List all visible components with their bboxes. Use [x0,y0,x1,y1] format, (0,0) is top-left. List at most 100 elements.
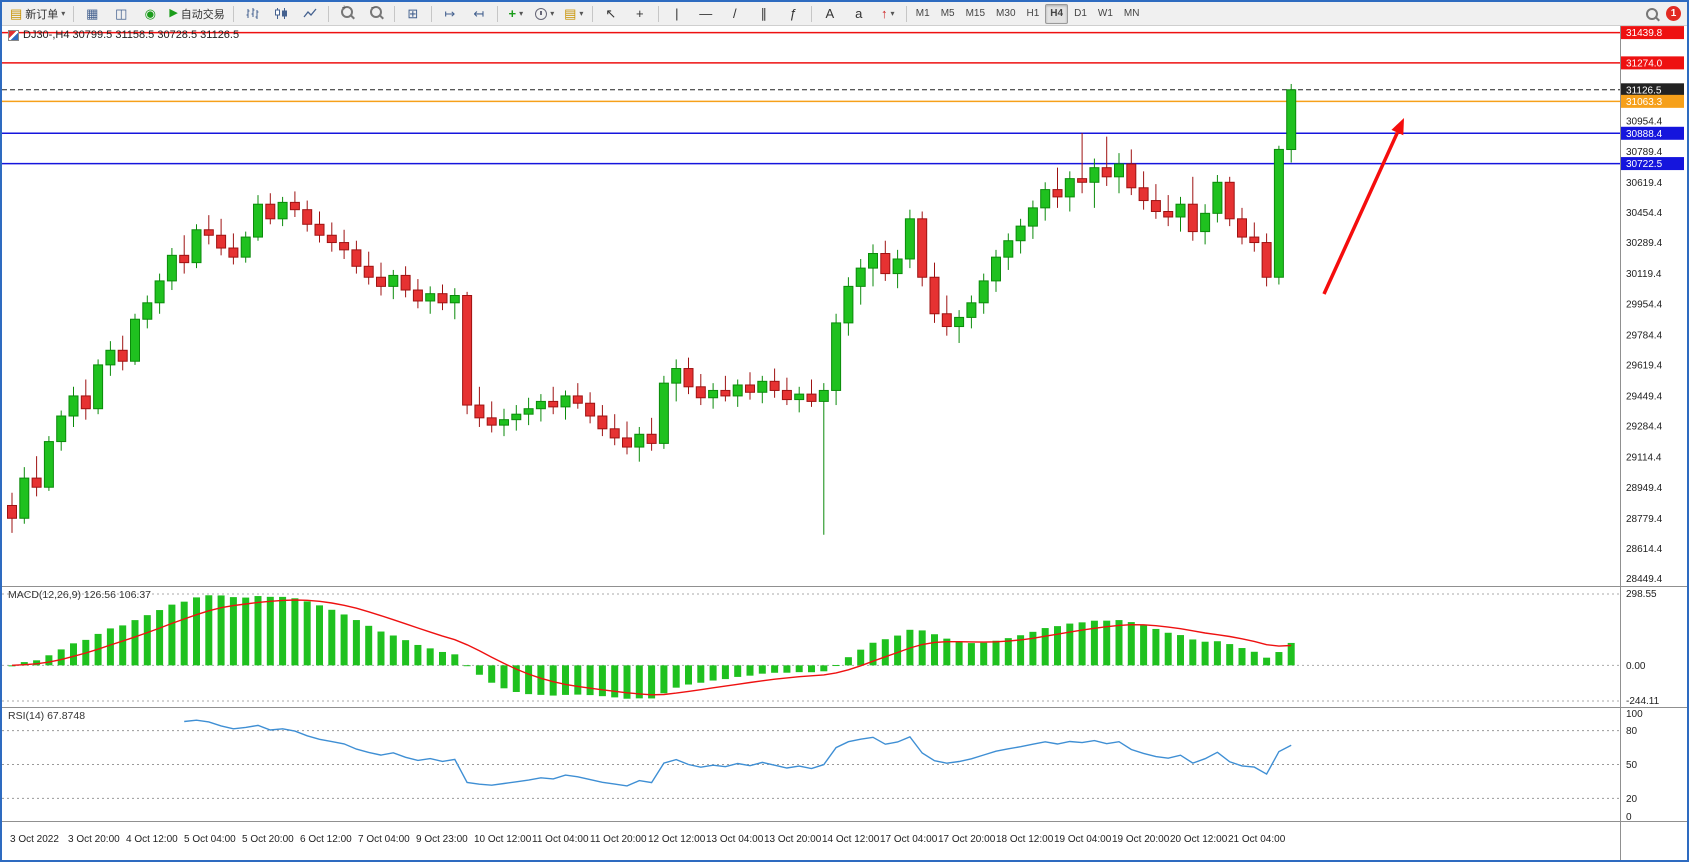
macd-bar [451,654,459,666]
autotrade-play-icon: ▶ [169,7,178,19]
timeframe-button-w1[interactable]: W1 [1097,8,1113,19]
timeframe-button-h4[interactable]: H4 [1045,3,1069,24]
macd-bar [205,595,213,666]
macd-bar [943,638,951,666]
macd-bar [426,648,434,666]
candle [425,293,436,302]
rsi-axis-label: 100 [1626,709,1643,720]
chart-shift-button[interactable]: ↤ [465,3,493,25]
candle [585,402,596,417]
new-order-button[interactable]: ▤ 新订单 ▾ [6,3,69,25]
candlestick-type-button[interactable] [267,3,295,25]
bar-chart-type-button[interactable] [238,3,266,25]
profiles-button[interactable]: ◫ [107,3,135,25]
zoom-in-icon: + [340,3,353,21]
macd-bar [1115,620,1123,666]
candle [130,318,140,362]
macd-bar [918,630,926,666]
macd-bar [475,665,483,675]
zoom-in-button[interactable]: + [333,3,361,25]
trendline-tool-button[interactable]: / [721,3,749,25]
timeframe-button-m1[interactable]: M1 [915,8,930,19]
toolbar-separator [657,5,659,22]
horizontal-line-tool-button[interactable]: — [692,3,720,25]
macd-bar [439,651,446,666]
timeframe-button-m5[interactable]: M5 [940,8,955,19]
toolbar-separator [496,5,498,22]
arrows-tool-button[interactable]: ↑ ▾ [874,3,902,25]
auto-scroll-button[interactable]: ↦ [436,3,464,25]
timeframe-button-h1[interactable]: H1 [1026,8,1040,19]
toolbar-separator [905,5,907,22]
new-chart-button[interactable]: ▦ [78,3,106,25]
macd-bar [193,597,200,666]
text-tool-button[interactable]: A [816,3,844,25]
macd-bar [648,665,656,699]
time-label: 13 Oct 20:00 [764,834,822,845]
timeframe-bar: M1 M5 M15 M30 H1 H4 D1 W1 MN [911,3,1145,24]
candle [622,437,632,448]
fibonacci-tool-button[interactable]: ƒ [779,3,807,25]
channel-tool-button[interactable]: ∥ [750,3,778,25]
templates-button[interactable]: ▤ ▾ [560,3,588,25]
chart-canvas[interactable]: 30954.4 30789.4 30619.4 30454.4 30289.4 30119… [2,26,1687,860]
price-tick: 29784.4 [1626,330,1663,341]
community-button[interactable]: ◉ [136,3,164,25]
macd-bar [106,628,114,666]
time-label: 5 Oct 20:00 [242,834,294,845]
candle [117,349,128,362]
macd-bar [635,665,643,699]
macd-bar [1287,642,1295,666]
crosshair-tool-button[interactable]: + [626,3,654,25]
chevron-down-icon: ▾ [61,8,66,18]
candle [1249,236,1260,244]
timeframe-button-mn[interactable]: MN [1123,8,1140,19]
candle [966,302,977,318]
candle [339,242,350,251]
candle [1064,178,1075,198]
toolbar-right: 1 [1646,6,1683,21]
candle [1224,181,1235,220]
vertical-line-tool-button[interactable]: | [663,3,691,25]
macd-bar [586,665,594,696]
candle [142,302,153,320]
candle [253,203,263,238]
line-chart-type-button[interactable] [296,3,324,25]
periods-button[interactable]: ▾ [531,3,559,25]
macd-bar [1090,620,1098,666]
macd-bar [771,665,779,673]
candle [1126,163,1137,189]
price-tick: 30289.4 [1626,238,1663,249]
annotation-arrow-head [1391,118,1404,136]
macd-bar [156,610,164,666]
candle [1200,212,1211,233]
macd-bar [685,665,692,685]
macd-bar [254,596,262,666]
macd-bar [660,665,668,694]
candle [683,368,694,388]
macd-bar [549,665,557,696]
macd-bar [303,601,311,666]
arrows-icon: ↑ [881,6,888,21]
search-icon[interactable] [1646,7,1658,20]
candle [179,254,190,264]
candle [695,386,706,399]
time-label: 11 Oct 04:00 [532,834,589,845]
time-label: 11 Oct 20:00 [590,834,647,845]
text-label-tool-button[interactable]: a [845,3,873,25]
price-tick: 30619.4 [1626,178,1663,189]
macd-bar [45,655,53,666]
timeframe-button-m30[interactable]: M30 [996,8,1016,19]
macd-bar [1066,623,1074,666]
candle [351,249,362,267]
zoom-out-button[interactable]: − [362,3,390,25]
autotrade-button[interactable]: ▶ 自动交易 [165,3,228,25]
cursor-tool-button[interactable]: ↖ [597,3,625,25]
time-label: 17 Oct 04:00 [880,834,938,845]
zoom-out-icon: − [369,3,382,21]
timeframe-button-m15[interactable]: M15 [965,8,986,19]
timeframe-button-d1[interactable]: D1 [1074,8,1087,19]
notification-badge[interactable]: 1 [1666,6,1681,21]
tile-windows-button[interactable]: ⊞ [399,3,427,25]
indicators-button[interactable]: + ▾ [502,3,530,25]
